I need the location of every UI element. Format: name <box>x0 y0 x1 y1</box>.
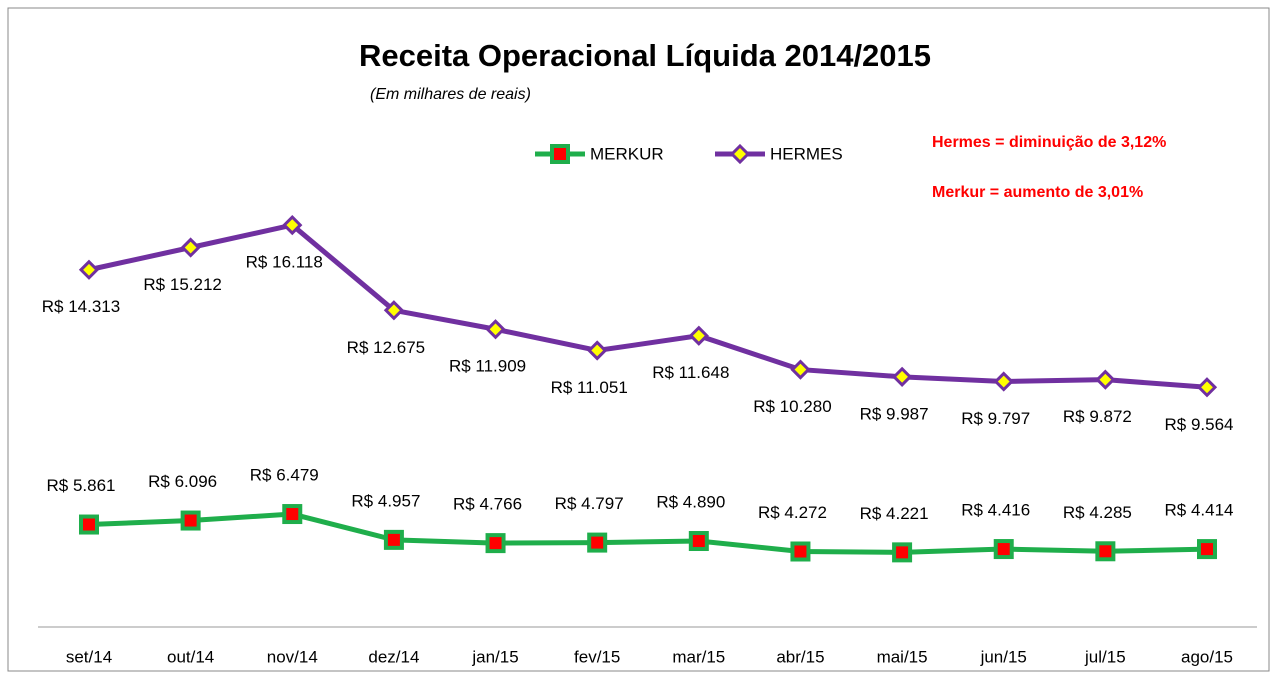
annotation: Hermes = diminuição de 3,12% <box>932 134 1166 151</box>
chart-title: Receita Operacional Líquida 2014/2015 <box>359 38 931 73</box>
marker <box>1095 369 1116 390</box>
data-label: R$ 14.313 <box>42 297 120 316</box>
marker <box>485 319 506 340</box>
data-label: R$ 4.890 <box>656 492 725 511</box>
marker <box>688 531 709 552</box>
data-label: R$ 12.675 <box>347 338 425 357</box>
series-line <box>88 511 1208 555</box>
data-label: R$ 11.051 <box>551 378 628 397</box>
data-label: R$ 11.909 <box>449 357 526 376</box>
data-label: R$ 9.872 <box>1063 407 1132 426</box>
marker <box>1197 539 1217 560</box>
marker <box>282 504 303 525</box>
data-label: R$ 10.280 <box>753 397 831 416</box>
x-tick-label: fev/15 <box>574 647 620 666</box>
annotation: Merkur = aumento de 3,01% <box>932 184 1143 201</box>
marker <box>383 300 405 321</box>
x-tick-label: jan/15 <box>471 647 518 666</box>
x-tick-label: jul/15 <box>1084 647 1126 666</box>
marker <box>892 542 913 563</box>
x-tick-label: mar/15 <box>672 647 725 666</box>
x-tick-label: mai/15 <box>877 647 928 666</box>
data-label: R$ 15.212 <box>143 275 221 294</box>
marker <box>587 532 608 553</box>
data-label: R$ 4.957 <box>351 491 420 510</box>
marker <box>282 214 303 236</box>
marker <box>993 539 1014 560</box>
data-label: R$ 6.096 <box>148 472 217 491</box>
data-label: R$ 4.221 <box>860 504 929 523</box>
data-label: R$ 16.118 <box>246 253 323 272</box>
marker <box>485 533 506 554</box>
marker <box>993 371 1014 392</box>
data-label: R$ 4.416 <box>961 501 1030 520</box>
data-label: R$ 4.766 <box>453 495 522 514</box>
data-label: R$ 5.861 <box>47 476 116 495</box>
marker <box>383 529 404 550</box>
marker <box>78 259 100 280</box>
data-label: R$ 11.648 <box>652 363 729 382</box>
chart-frame <box>7 7 1270 672</box>
series-line <box>88 222 1208 390</box>
x-tick-label: out/14 <box>167 647 214 666</box>
subtitle: (Em milhares de reais) <box>370 86 531 103</box>
legend-marker <box>729 143 751 165</box>
marker <box>180 510 201 531</box>
marker <box>688 325 709 346</box>
legend-label: HERMES <box>770 144 843 163</box>
marker <box>79 514 99 535</box>
x-tick-label: jun/15 <box>980 647 1027 666</box>
data-label: R$ 4.272 <box>758 503 827 522</box>
x-tick-label: ago/15 <box>1181 647 1233 666</box>
data-label: R$ 4.797 <box>555 494 624 513</box>
legend-label: MERKUR <box>590 144 664 163</box>
marker <box>891 366 913 387</box>
data-label: R$ 9.564 <box>1165 415 1234 434</box>
legend-marker <box>550 144 570 164</box>
x-tick-label: nov/14 <box>267 647 318 666</box>
data-label: R$ 6.479 <box>250 466 319 485</box>
marker <box>1196 377 1218 398</box>
marker <box>1095 541 1116 562</box>
data-label: R$ 9.797 <box>961 409 1030 428</box>
data-label: R$ 9.987 <box>860 404 929 423</box>
data-label: R$ 4.414 <box>1165 501 1234 520</box>
marker <box>180 237 201 258</box>
x-tick-label: dez/14 <box>368 647 419 666</box>
data-label: R$ 4.285 <box>1063 503 1132 522</box>
x-tick-label: set/14 <box>66 647 112 666</box>
marker <box>587 340 608 361</box>
x-tick-label: abr/15 <box>776 647 824 666</box>
marker <box>790 541 811 562</box>
marker <box>790 359 811 380</box>
